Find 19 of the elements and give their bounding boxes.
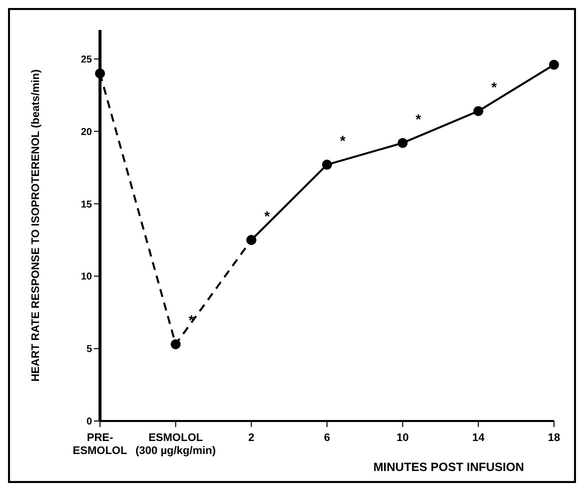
x-tick-label: 10 xyxy=(396,432,409,444)
y-axis-title: HEART RATE RESPONSE TO ISOPROTERENOL (beats/min) xyxy=(30,69,42,382)
y-tick-label: 5 xyxy=(86,344,92,356)
x-tick-label: PRE-ESMOLOL xyxy=(72,432,128,457)
x-tick-label: 18 xyxy=(548,432,560,444)
y-tick-label: 0 xyxy=(86,416,92,428)
y-tick-label: 25 xyxy=(80,54,92,66)
x-tick-label: 2 xyxy=(248,432,254,444)
annotation: * xyxy=(416,110,422,127)
x-axis-title: MINUTES POST INFUSION xyxy=(373,460,524,474)
y-tick-label: 20 xyxy=(80,126,92,138)
annotation: * xyxy=(264,208,270,224)
x-tick-label: 6 xyxy=(324,432,330,444)
annotation: * xyxy=(340,132,346,149)
x-tick-label: ESMOLOL (300 µg/kg/min) xyxy=(136,432,216,457)
y-tick-label: 10 xyxy=(80,272,92,283)
x-tick-label: 14 xyxy=(472,432,486,444)
annotation: * xyxy=(491,79,498,96)
y-tick-label: 15 xyxy=(80,199,92,210)
